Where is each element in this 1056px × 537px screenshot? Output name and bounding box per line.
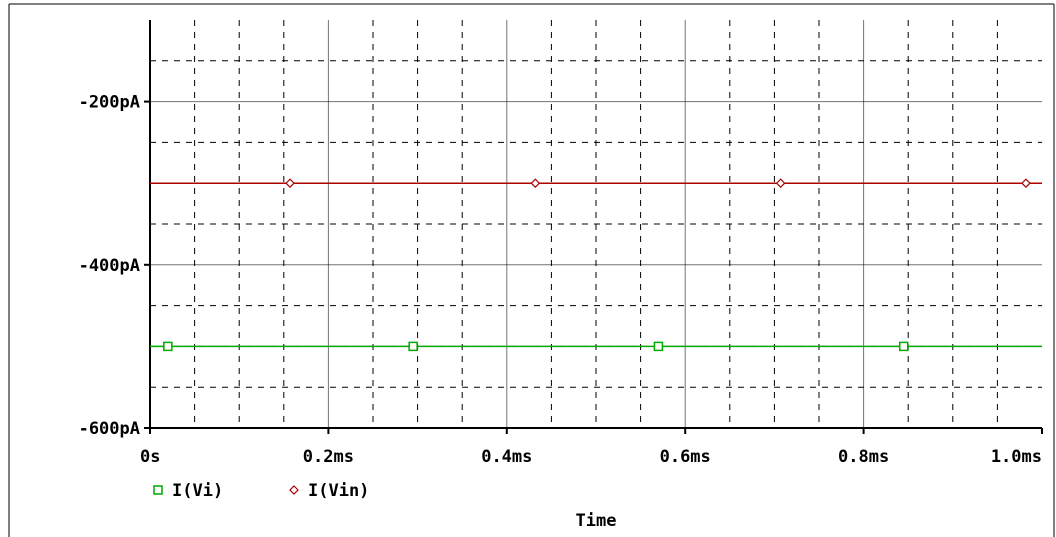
legend-label: I(Vin) [308, 481, 369, 501]
minor-grid [150, 20, 1042, 428]
x-tick-label: 0.2ms [303, 447, 354, 467]
x-tick-labels: 0s 0.2ms 0.4ms 0.6ms 0.8ms 1.0ms [140, 447, 1042, 467]
series-group [150, 178, 1042, 352]
major-grid [150, 20, 1042, 428]
data-point-diamond [775, 178, 786, 189]
data-point-square [653, 341, 664, 352]
y-tick-label: -600pA [79, 419, 140, 439]
data-point-square [898, 341, 909, 352]
x-axis-title: Time [576, 511, 617, 531]
x-tick-label: 0.4ms [481, 447, 532, 467]
outer-frame [8, 3, 1055, 537]
data-point-square [163, 341, 173, 352]
y-tick-label: -400pA [79, 256, 140, 276]
data-point-diamond [530, 178, 541, 189]
legend: I(Vi) I(Vin) [153, 481, 369, 501]
x-tick-label: 0.8ms [838, 447, 889, 467]
data-point-square [408, 341, 418, 352]
data-point-diamond [1021, 178, 1031, 189]
y-tick-label: -200pA [79, 93, 140, 113]
data-point-diamond [285, 178, 295, 189]
x-tick-label: 1.0ms [991, 447, 1042, 467]
legend-marker-square [153, 485, 163, 495]
x-tick-label: 0s [140, 447, 160, 467]
legend-marker-diamond [289, 485, 299, 495]
plot-border [144, 20, 1043, 434]
x-tick-label: 0.6ms [660, 447, 711, 467]
y-tick-labels: -200pA -400pA -600pA [79, 93, 140, 439]
legend-label: I(Vi) [172, 481, 223, 501]
